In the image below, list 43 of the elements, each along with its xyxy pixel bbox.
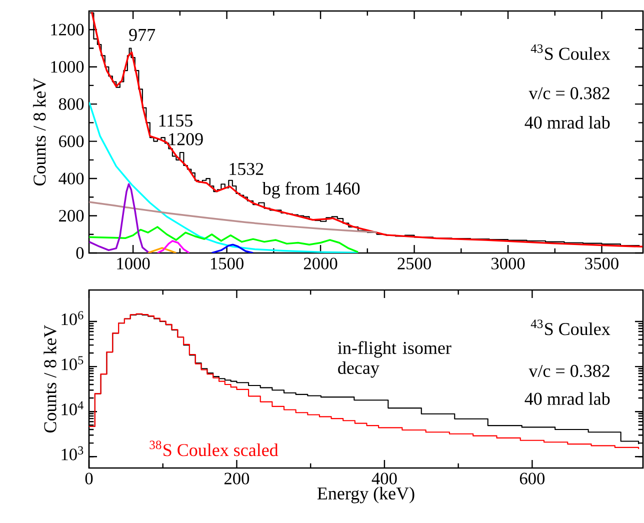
annotation: v/c = 0.382	[528, 87, 610, 100]
y-tick-label: 200	[59, 210, 84, 222]
x-tick-label: 3500	[585, 258, 618, 270]
y-tick-label: 10$^{6}$	[62, 311, 84, 326]
annotation: v/c = 0.382	[528, 365, 610, 378]
annotation: 1155	[159, 114, 192, 127]
annotation: bg from 1460	[262, 182, 360, 199]
x-tick-label: 3000	[492, 258, 525, 270]
line-series	[156, 240, 190, 254]
annotation: $^{43}$S Coulex	[530, 320, 610, 336]
y-tick-label: 800	[58, 98, 84, 110]
y-axis-title: Counts / 8 keV	[33, 78, 46, 186]
annotation: 1209	[169, 133, 203, 146]
series-label: in-flight isomer decay	[338, 341, 452, 378]
annotation: 977	[129, 29, 156, 42]
y-tick-label: 10$^{3}$	[62, 446, 84, 460]
line-series	[89, 226, 359, 254]
annotation: $^{43}$S Coulex	[530, 44, 610, 60]
y-tick-label: 1200	[51, 24, 84, 36]
y-tick-label: 0	[76, 247, 84, 260]
x-tick-label: 2500	[398, 258, 431, 270]
x-tick-label: 400	[372, 472, 397, 485]
line-series	[89, 102, 359, 254]
y-axis-title: Counts / 8 keV	[44, 325, 56, 433]
x-tick-label: 0	[85, 472, 93, 485]
y-tick-label: 600	[59, 136, 84, 148]
y-tick-label: 400	[58, 172, 84, 185]
line-series	[89, 201, 378, 234]
y-tick-label: 10$^{5}$	[62, 356, 84, 370]
x-axis-title: Energy (keV)	[317, 487, 414, 504]
x-tick-label: 1500	[210, 258, 244, 270]
line-series	[210, 244, 254, 254]
y-tick-label: 10$^{4}$	[62, 401, 84, 416]
annotation: 40 mrad lab	[524, 392, 610, 406]
annotation: 1532	[230, 163, 264, 176]
y-tick-label: 1000	[51, 61, 84, 73]
x-tick-label: 600	[520, 472, 545, 485]
x-tick-label: 1000	[117, 258, 150, 270]
line-series	[89, 183, 153, 254]
series-label: $^{38}$S Coulex scaled	[150, 440, 278, 456]
annotation: 40 mrad lab	[524, 116, 610, 129]
x-tick-label: 200	[224, 472, 250, 485]
x-tick-label: 2000	[304, 258, 338, 270]
